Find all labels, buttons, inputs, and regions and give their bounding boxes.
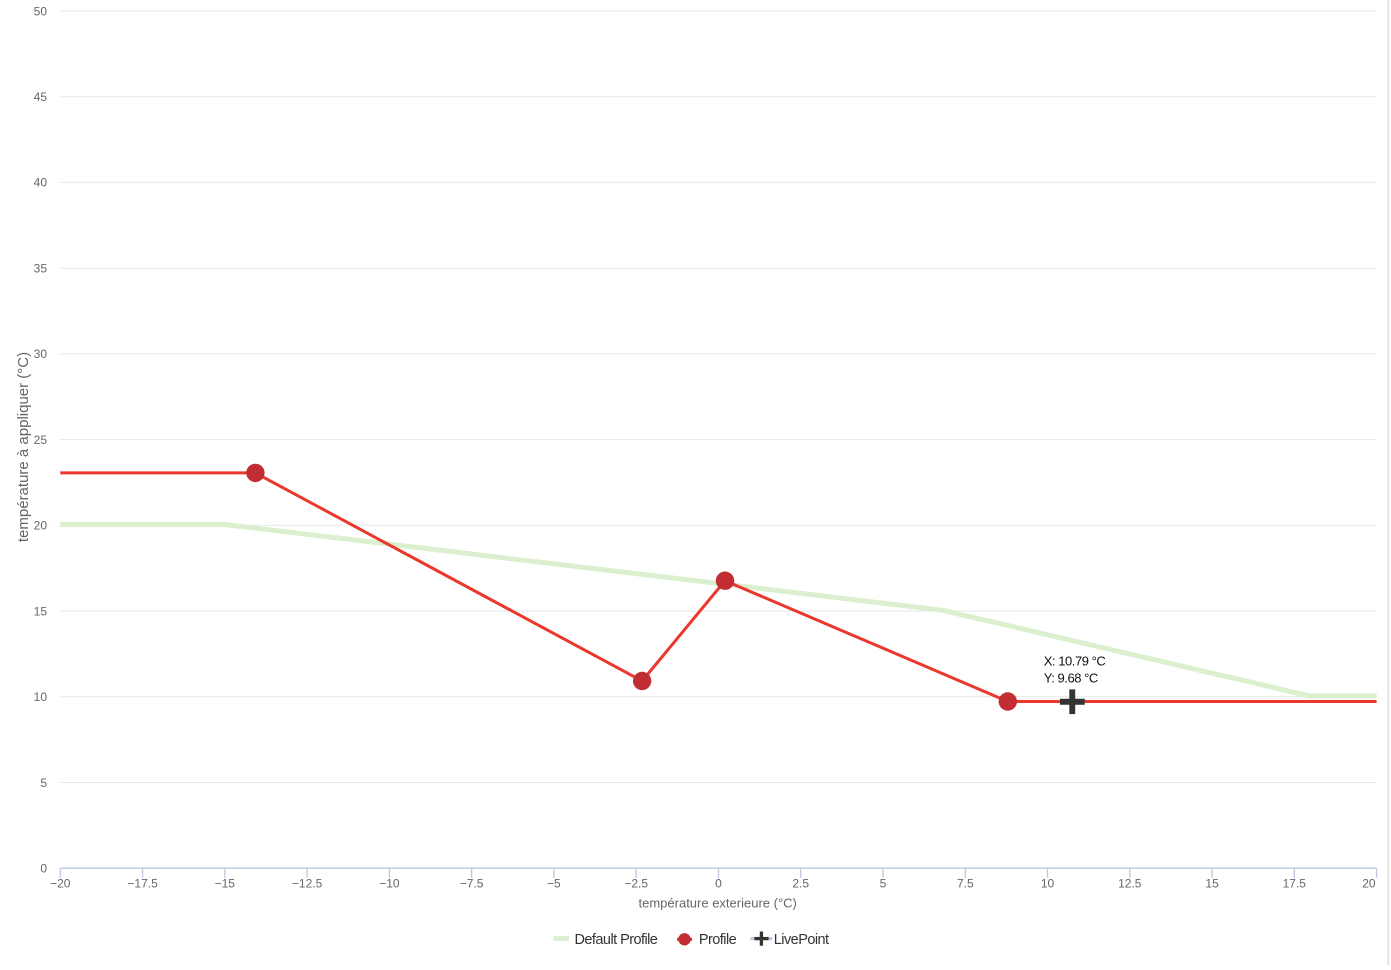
svg-text:X: 10.79 °C: X: 10.79 °C — [1044, 653, 1106, 668]
svg-text:10: 10 — [1041, 877, 1055, 891]
svg-text:−12.5: −12.5 — [292, 877, 323, 891]
svg-text:Profile: Profile — [699, 932, 737, 948]
svg-text:17.5: 17.5 — [1283, 877, 1307, 891]
svg-text:2.5: 2.5 — [792, 877, 809, 891]
svg-text:température exterieure (°C): température exterieure (°C) — [639, 896, 797, 911]
svg-text:5: 5 — [880, 877, 887, 891]
svg-text:−10: −10 — [379, 877, 400, 891]
svg-text:20: 20 — [34, 519, 48, 533]
svg-text:0: 0 — [715, 877, 722, 891]
svg-text:35: 35 — [34, 262, 48, 276]
svg-text:−5: −5 — [547, 877, 561, 891]
svg-text:0: 0 — [40, 862, 47, 876]
svg-text:−2.5: −2.5 — [624, 877, 648, 891]
svg-text:LivePoint: LivePoint — [774, 932, 829, 948]
svg-text:−15: −15 — [215, 877, 236, 891]
svg-text:7.5: 7.5 — [957, 877, 974, 891]
svg-text:25: 25 — [34, 433, 48, 447]
svg-text:40: 40 — [34, 176, 48, 190]
svg-text:Y: 9.68 °C: Y: 9.68 °C — [1044, 671, 1098, 686]
svg-text:5: 5 — [40, 776, 47, 790]
svg-text:30: 30 — [34, 347, 48, 361]
svg-text:20: 20 — [1362, 877, 1376, 891]
svg-text:−7.5: −7.5 — [460, 877, 484, 891]
svg-text:12.5: 12.5 — [1118, 877, 1142, 891]
svg-text:50: 50 — [34, 4, 48, 18]
svg-text:Default Profile: Default Profile — [575, 932, 658, 948]
svg-text:45: 45 — [34, 90, 48, 104]
svg-text:10: 10 — [34, 690, 48, 704]
svg-text:température à appliquer (°C): température à appliquer (°C) — [15, 352, 32, 542]
svg-text:15: 15 — [1205, 877, 1219, 891]
svg-text:−17.5: −17.5 — [127, 877, 158, 891]
svg-text:15: 15 — [34, 604, 48, 618]
svg-text:−20: −20 — [50, 877, 71, 891]
